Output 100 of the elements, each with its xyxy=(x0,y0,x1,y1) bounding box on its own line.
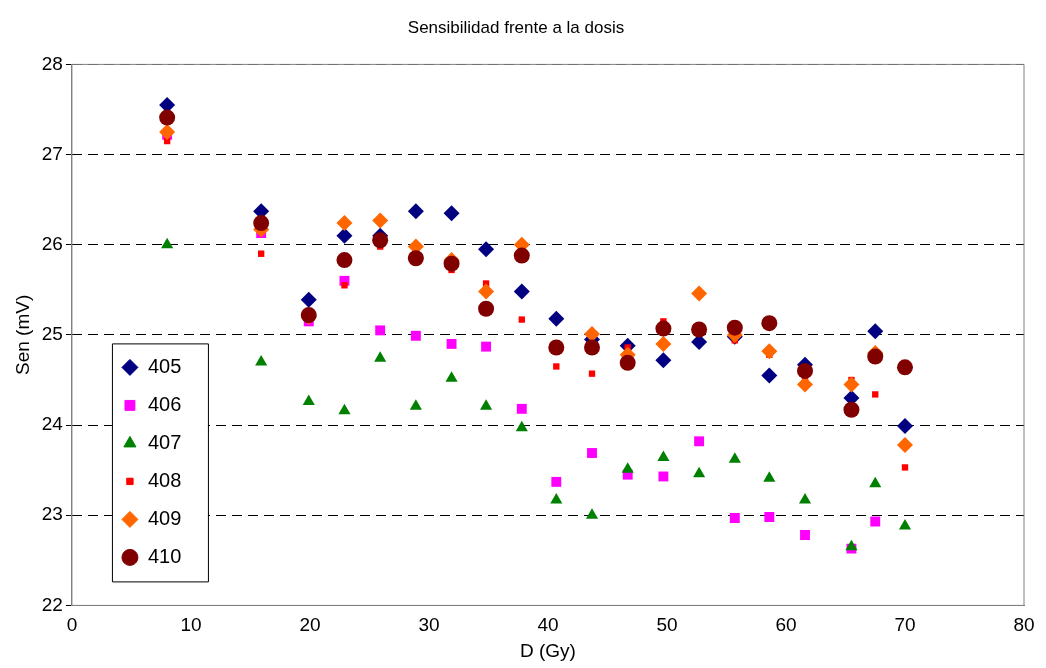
point xyxy=(588,370,596,377)
point xyxy=(480,399,493,410)
point xyxy=(729,512,740,523)
point xyxy=(410,330,421,341)
point xyxy=(478,283,495,300)
point xyxy=(375,325,386,336)
point xyxy=(694,436,705,447)
point xyxy=(553,363,560,370)
point xyxy=(587,448,597,458)
legend-label: 408 xyxy=(147,468,182,491)
x-tick-label: 80 xyxy=(1013,614,1035,636)
point xyxy=(446,338,457,349)
point xyxy=(619,354,636,371)
point xyxy=(800,530,810,541)
point xyxy=(481,341,492,352)
point xyxy=(764,512,775,522)
point xyxy=(763,471,776,482)
point xyxy=(443,205,460,222)
point xyxy=(867,323,884,340)
point xyxy=(336,252,353,269)
point xyxy=(896,436,913,453)
point xyxy=(548,339,565,356)
point xyxy=(409,399,422,410)
x-tick-label: 50 xyxy=(656,614,678,636)
point xyxy=(843,401,860,418)
point xyxy=(336,227,353,244)
x-tick-label: 40 xyxy=(537,614,559,636)
point xyxy=(253,215,270,232)
y-tick-label: 27 xyxy=(41,142,63,164)
point xyxy=(655,335,672,352)
y-tick-label: 25 xyxy=(41,323,63,345)
point xyxy=(867,348,884,365)
point xyxy=(798,492,812,504)
legend-label: 406 xyxy=(147,392,182,415)
point xyxy=(898,519,912,530)
point xyxy=(693,466,706,478)
x-tick-label: 60 xyxy=(775,614,797,636)
point xyxy=(761,367,778,384)
point xyxy=(513,283,530,300)
point xyxy=(548,310,565,327)
x-tick-label: 0 xyxy=(66,614,78,636)
point xyxy=(255,354,268,366)
point xyxy=(728,452,741,463)
legend-label: 409 xyxy=(147,506,182,529)
point xyxy=(518,316,525,323)
point xyxy=(843,376,860,393)
point xyxy=(513,247,530,264)
y-tick-label: 26 xyxy=(41,232,63,254)
point xyxy=(621,462,634,473)
legend-label: 405 xyxy=(147,354,182,377)
point xyxy=(658,471,669,482)
point xyxy=(761,315,778,332)
y-tick-label: 24 xyxy=(41,413,64,435)
point xyxy=(407,203,424,220)
point xyxy=(657,450,670,462)
legend-label: 410 xyxy=(147,544,182,567)
point xyxy=(896,417,913,434)
legend-label: 407 xyxy=(147,430,182,453)
point xyxy=(159,109,176,126)
y-tick-label: 23 xyxy=(41,503,63,525)
point xyxy=(159,124,176,141)
x-tick-label: 30 xyxy=(418,614,440,636)
point xyxy=(515,420,528,432)
point xyxy=(845,539,858,551)
point xyxy=(445,371,458,382)
point xyxy=(516,403,527,414)
point xyxy=(585,508,599,519)
point xyxy=(797,376,814,393)
x-tick-label: 10 xyxy=(180,614,202,636)
point xyxy=(407,250,424,267)
point xyxy=(584,326,600,342)
point xyxy=(691,321,708,338)
point xyxy=(872,391,879,398)
chart-title: Sensibilidad frente a la dosis xyxy=(407,17,625,37)
point xyxy=(584,339,600,356)
point xyxy=(761,343,778,360)
x-tick-label: 20 xyxy=(299,614,321,636)
point xyxy=(372,232,389,249)
point xyxy=(372,212,389,229)
point xyxy=(374,351,387,362)
point xyxy=(161,237,174,249)
x-axis-title: D (Gy) xyxy=(520,639,576,661)
point xyxy=(338,403,351,415)
point xyxy=(901,464,909,471)
x-tick-label: 70 xyxy=(894,614,916,636)
point xyxy=(869,476,882,488)
point xyxy=(797,362,814,379)
y-axis-title: Sen (mV) xyxy=(11,294,33,376)
point xyxy=(550,492,563,504)
point xyxy=(726,319,743,336)
point xyxy=(478,300,495,317)
point xyxy=(870,516,881,527)
point xyxy=(655,320,672,337)
point xyxy=(655,352,672,369)
y-tick-label: 22 xyxy=(41,593,63,615)
point xyxy=(302,394,315,406)
y-tick-label: 28 xyxy=(41,52,63,74)
point xyxy=(551,476,562,487)
point xyxy=(691,285,708,302)
point xyxy=(341,282,348,289)
